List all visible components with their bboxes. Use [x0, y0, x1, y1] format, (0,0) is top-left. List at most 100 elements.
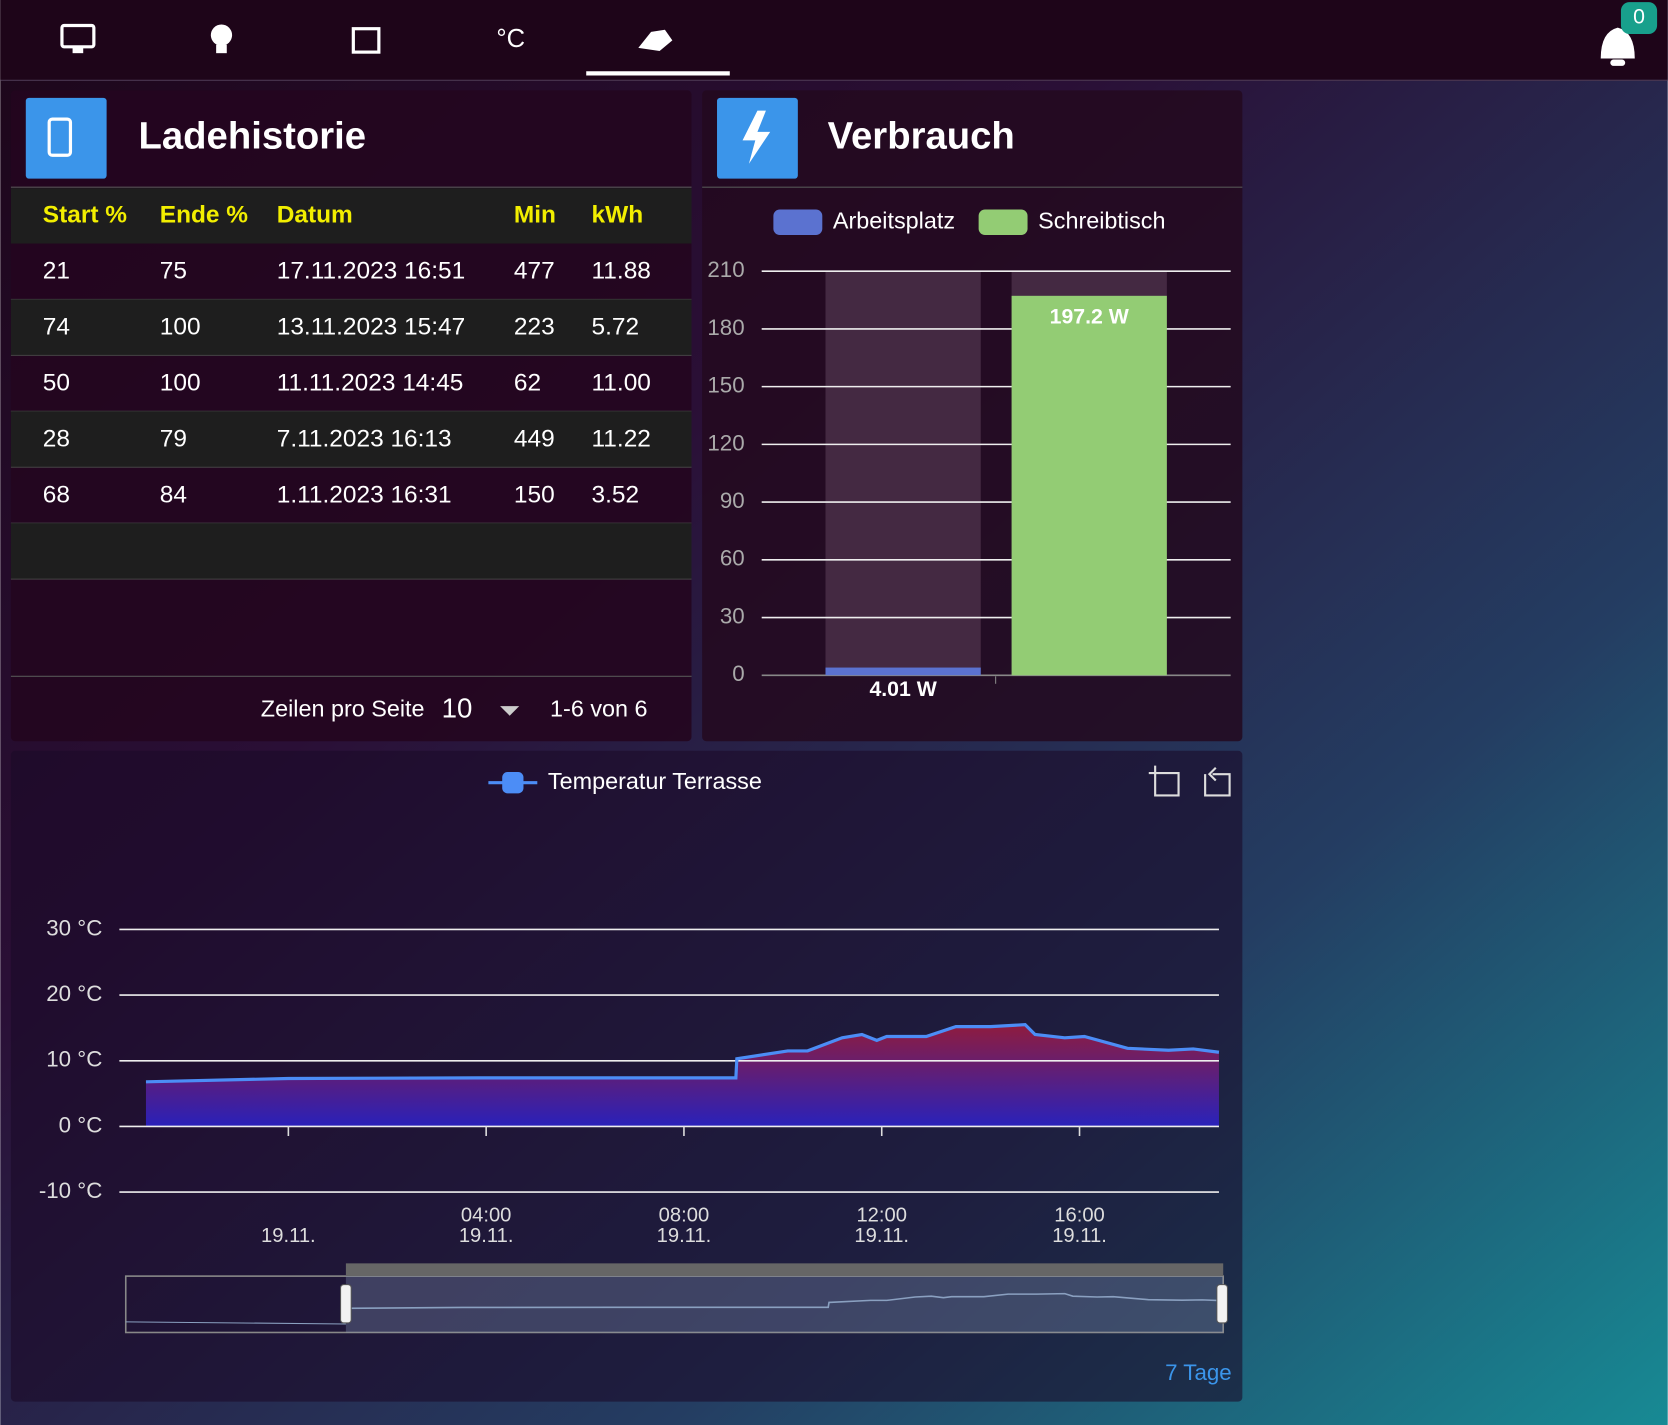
y-tick-label: 210: [707, 257, 744, 282]
navigator-line: [345, 1292, 1224, 1310]
dropdown-arrow[interactable]: [500, 706, 520, 716]
table-cell: 7.11.2023 16:13: [277, 426, 452, 453]
card-icon: [25, 97, 107, 179]
table-cell: 150: [514, 481, 555, 508]
navigator-history: [125, 1321, 346, 1325]
x-tick-label: 12:00 19.11.: [854, 1205, 909, 1247]
table-cell: 62: [514, 370, 541, 397]
bar: [1011, 295, 1167, 676]
column-header: Datum: [277, 201, 353, 228]
nav-icons: [60, 23, 673, 54]
y-tick-label: 10 °C: [46, 1047, 102, 1072]
bar: [825, 667, 981, 676]
table-cell: 11.22: [592, 426, 651, 453]
legend-swatch: [978, 209, 1028, 236]
navigator-scrollbar: [345, 1263, 1224, 1277]
table-header-bg: [10, 188, 692, 244]
y-tick-label: 30 °C: [46, 915, 102, 940]
table-cell: 5.72: [592, 314, 640, 341]
table-cell: 13.11.2023 15:47: [277, 314, 465, 341]
legend-label: Temperatur Terrasse: [548, 768, 762, 794]
table-cell: 28: [43, 426, 70, 453]
bell-clapper: [1610, 59, 1626, 66]
bell-icon[interactable]: [1600, 27, 1635, 59]
icon-blinds[interactable]: [351, 27, 381, 54]
table-cell: 3.52: [592, 481, 640, 508]
icon-monitor[interactable]: [60, 23, 96, 49]
value-label: 197.2 W: [1050, 305, 1130, 329]
table-cell: 100: [160, 314, 201, 341]
column-header: kWh: [592, 201, 644, 228]
nav-tab[interactable]: °C: [496, 25, 525, 53]
zoom-icons: [1148, 765, 1231, 797]
table-cell: 100: [160, 370, 201, 397]
top-bar: [0, 0, 1668, 80]
legend-label: Arbeitsplatz: [833, 207, 955, 233]
charger-icon: [47, 117, 73, 157]
card-temperatur: [10, 750, 1243, 1402]
area: [145, 1024, 1219, 1127]
y-tick-label: 0 °C: [59, 1112, 103, 1137]
icon-bulb[interactable]: [210, 24, 233, 46]
page-range: 1-6 von 6: [550, 696, 647, 722]
icon-monitor-foot: [72, 47, 84, 54]
y-tick-label: 180: [707, 315, 744, 340]
y-tick-label: 150: [707, 373, 744, 398]
column-header: Min: [514, 201, 556, 228]
table-cell: 223: [514, 314, 555, 341]
y-tick-label: 60: [720, 546, 745, 571]
row-bg: [10, 411, 692, 468]
navigator-handle[interactable]: [340, 1284, 352, 1324]
table-cell: 75: [160, 258, 187, 285]
table-cell: 17.11.2023 16:51: [277, 258, 465, 285]
line: [145, 1023, 1220, 1084]
table-cell: 11.88: [592, 258, 651, 285]
column-header: Ende %: [160, 201, 249, 228]
icon-plug[interactable]: [638, 29, 673, 52]
bar-background: [825, 271, 981, 676]
table-cell: 21: [43, 258, 70, 285]
y-tick-label: 0: [732, 661, 744, 686]
y-tick-label: 120: [707, 430, 744, 455]
reset-icon[interactable]: [1204, 767, 1231, 797]
legend-label: Schreibtisch: [1038, 207, 1165, 233]
x-tick-label: 19.11.: [261, 1225, 316, 1247]
icon-bulb-base: [216, 44, 227, 54]
rows-label: Zeilen pro Seite: [261, 696, 425, 722]
card-title: Ladehistorie: [139, 114, 367, 157]
table-cell: 68: [43, 481, 70, 508]
table-cell: 1.11.2023 16:31: [277, 481, 452, 508]
table-cell: 74: [43, 314, 70, 341]
x-tick-label: 08:00 19.11.: [657, 1205, 712, 1247]
value-label: 4.01 W: [869, 677, 937, 701]
legend-swatch: [502, 772, 524, 794]
y-tick-label: -10 °C: [39, 1178, 103, 1203]
table-cell: 11.11.2023 14:45: [277, 370, 464, 397]
card-title: Verbrauch: [828, 114, 1015, 157]
column-header: Start %: [43, 201, 127, 228]
table-cell: 11.00: [592, 370, 651, 397]
zoom-icon[interactable]: [1148, 765, 1180, 797]
bolt-icon: [742, 110, 771, 164]
row-bg: [10, 299, 692, 356]
table-cell: 449: [514, 426, 555, 453]
y-tick-label: 20 °C: [46, 981, 102, 1006]
table-cell: 84: [160, 481, 187, 508]
navigator-handle[interactable]: [1216, 1284, 1229, 1324]
legend-swatch: [773, 209, 823, 236]
active-tab-indicator: [586, 71, 730, 76]
table-cell: 477: [514, 258, 555, 285]
y-tick-label: 90: [720, 488, 745, 513]
navigator-selection: [345, 1276, 1224, 1333]
x-tick-label: 16:00 19.11.: [1052, 1205, 1107, 1247]
x-tick-label: 04:00 19.11.: [459, 1205, 514, 1247]
table-cell: 50: [43, 370, 70, 397]
y-tick-label: 30: [720, 603, 745, 628]
badge-count: 0: [1633, 5, 1645, 29]
row-bg: [10, 523, 692, 580]
rows-select[interactable]: 10: [442, 693, 473, 724]
range-link[interactable]: 7 Tage: [1165, 1360, 1232, 1385]
badge: [1620, 2, 1658, 35]
table-cell: 79: [160, 426, 187, 453]
